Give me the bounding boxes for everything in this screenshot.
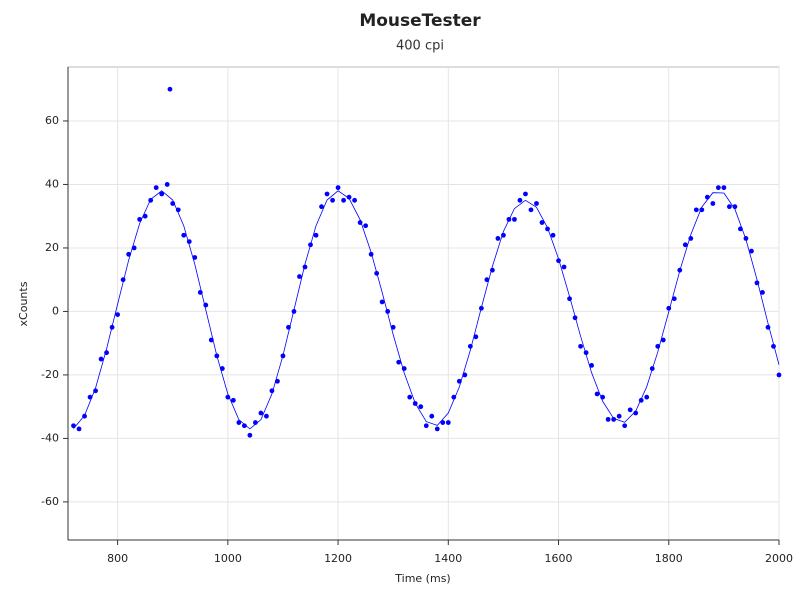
- data-point: [578, 343, 583, 349]
- data-point: [396, 359, 402, 365]
- data-point: [517, 197, 523, 203]
- data-point: [115, 312, 121, 318]
- x-tick-label: 1800: [655, 552, 683, 565]
- data-point: [561, 264, 567, 270]
- data-point: [715, 185, 721, 191]
- data-point: [512, 216, 517, 222]
- data-point: [760, 289, 765, 295]
- data-point: [660, 337, 666, 343]
- data-point: [445, 420, 451, 425]
- data-point: [297, 274, 302, 279]
- data-point: [594, 391, 600, 397]
- data-point: [341, 197, 346, 203]
- data-point: [76, 426, 82, 432]
- x-tick-label: 2000: [765, 552, 793, 565]
- data-point: [98, 356, 104, 362]
- y-tick-label: -40: [41, 431, 59, 444]
- x-tick-label: 1400: [434, 552, 462, 565]
- y-axis-title: xCounts: [17, 281, 30, 326]
- data-point: [682, 242, 688, 248]
- chart-subtitle: 400 cpi: [396, 39, 444, 54]
- y-tick-label: 40: [45, 177, 59, 190]
- data-point: [622, 423, 628, 429]
- y-tick-label: 0: [52, 304, 59, 317]
- data-point: [236, 420, 242, 425]
- data-point: [423, 423, 429, 429]
- x-tick-label: 1200: [324, 552, 352, 565]
- data-point: [440, 420, 446, 425]
- data-point: [611, 416, 617, 422]
- data-point: [319, 204, 324, 210]
- data-point: [71, 423, 76, 429]
- data-point: [523, 191, 528, 197]
- plot-area: [67, 66, 780, 541]
- data-point: [528, 207, 534, 213]
- data-point: [693, 207, 699, 213]
- data-point: [473, 334, 479, 340]
- data-point: [721, 185, 727, 191]
- y-tick-label: 20: [45, 241, 59, 254]
- data-point: [776, 372, 782, 378]
- x-axis-title: Time (ms): [394, 572, 450, 585]
- data-point: [164, 182, 170, 187]
- data-point: [749, 248, 754, 254]
- data-point: [616, 413, 622, 419]
- data-point: [589, 363, 595, 368]
- data-point: [605, 416, 611, 422]
- data-point: [313, 232, 319, 238]
- fit-line: [73, 190, 780, 430]
- data-point: [324, 191, 330, 197]
- data-point: [627, 407, 633, 413]
- data-point: [230, 397, 236, 403]
- y-tick-label: -20: [41, 368, 59, 381]
- data-point: [710, 201, 716, 206]
- x-tick-label: 1600: [545, 552, 573, 565]
- data-point: [418, 404, 424, 410]
- data-point: [407, 394, 413, 400]
- data-point: [346, 194, 352, 200]
- data-point: [539, 220, 545, 225]
- data-point: [159, 191, 165, 197]
- data-point: [550, 232, 556, 238]
- data-point: [429, 413, 435, 419]
- data-point: [264, 413, 269, 419]
- data-point: [153, 185, 159, 191]
- data-point: [247, 432, 253, 438]
- y-tick-label: 60: [45, 114, 59, 127]
- data-point: [352, 197, 358, 203]
- chart-title: MouseTester: [359, 11, 481, 31]
- data-point: [495, 236, 501, 241]
- x-tick-label: 800: [107, 552, 128, 565]
- data-point: [167, 86, 173, 92]
- data-point: [363, 223, 369, 229]
- x-tick-label: 1000: [214, 552, 242, 565]
- data-point: [451, 394, 457, 400]
- data-point: [181, 232, 187, 238]
- data-point: [534, 201, 539, 206]
- data-point: [330, 197, 335, 203]
- data-point: [241, 423, 247, 429]
- data-point: [671, 296, 677, 302]
- data-point: [379, 299, 385, 305]
- data-point: [644, 394, 650, 400]
- data-point: [258, 410, 264, 416]
- data-point: [335, 185, 341, 191]
- data-point: [434, 426, 440, 432]
- data-point: [484, 277, 490, 283]
- y-tick-label: -60: [41, 495, 59, 508]
- data-point: [726, 204, 732, 210]
